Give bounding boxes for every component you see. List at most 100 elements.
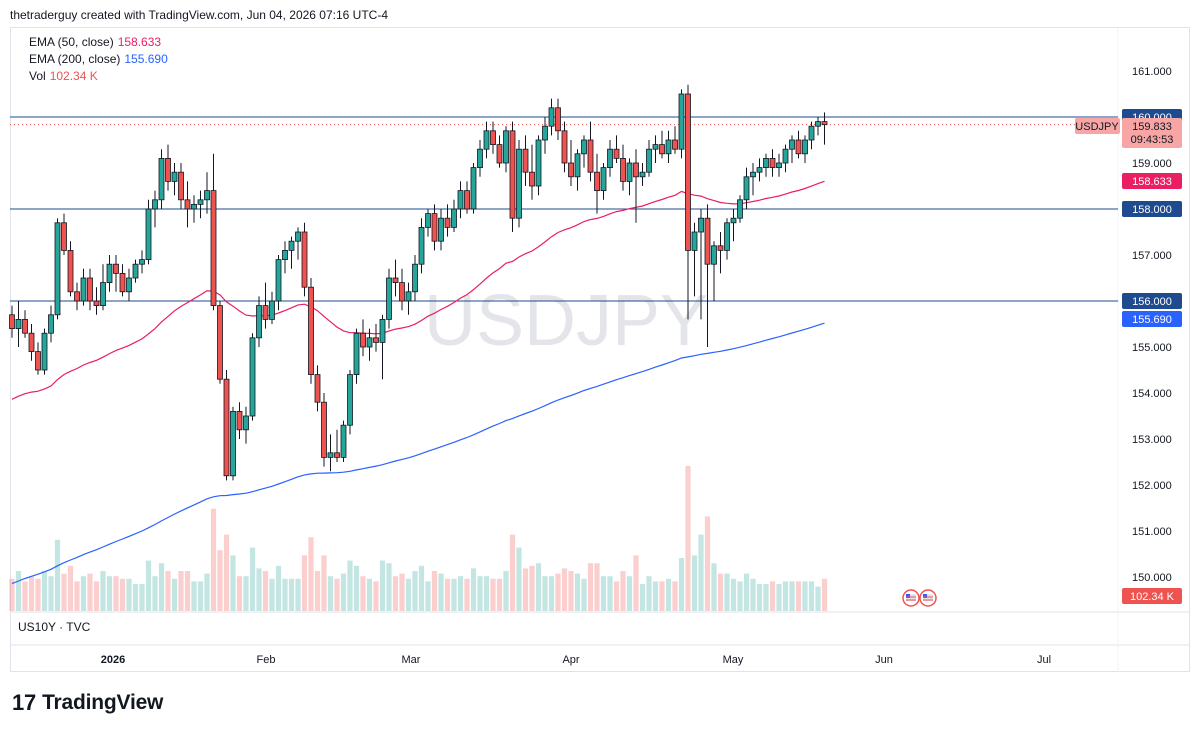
candle[interactable] bbox=[470, 163, 477, 214]
candle[interactable] bbox=[490, 121, 496, 154]
candle[interactable] bbox=[542, 117, 548, 154]
candle[interactable] bbox=[652, 135, 659, 163]
candle[interactable] bbox=[457, 181, 464, 219]
candle[interactable] bbox=[496, 135, 503, 168]
candle[interactable] bbox=[639, 163, 646, 186]
candle[interactable] bbox=[223, 370, 230, 481]
candle[interactable] bbox=[444, 204, 451, 237]
candle[interactable] bbox=[126, 268, 132, 301]
candle[interactable] bbox=[262, 282, 269, 329]
candle[interactable] bbox=[275, 255, 282, 311]
candle[interactable] bbox=[607, 140, 613, 177]
candle[interactable] bbox=[815, 117, 821, 136]
price-tag-ema50[interactable]: 158.633 bbox=[1132, 176, 1172, 188]
candle[interactable] bbox=[418, 218, 425, 274]
candle[interactable] bbox=[347, 370, 353, 435]
candle[interactable] bbox=[54, 218, 61, 320]
candle[interactable] bbox=[282, 241, 288, 274]
tradingview-logo[interactable]: 17 TradingView bbox=[12, 690, 163, 716]
candle[interactable] bbox=[776, 153, 782, 177]
candle[interactable] bbox=[425, 209, 431, 237]
legend-volume[interactable]: Vol 102.34 K bbox=[29, 68, 98, 85]
candle[interactable] bbox=[67, 241, 74, 297]
candle[interactable] bbox=[821, 112, 828, 145]
candle[interactable] bbox=[204, 172, 210, 214]
candle[interactable] bbox=[698, 209, 704, 320]
candle[interactable] bbox=[626, 158, 633, 196]
candle[interactable] bbox=[672, 126, 678, 154]
candle[interactable] bbox=[574, 149, 581, 191]
candle[interactable] bbox=[503, 126, 509, 173]
candle[interactable] bbox=[35, 342, 41, 375]
candle[interactable] bbox=[659, 130, 665, 159]
candle[interactable] bbox=[633, 149, 639, 223]
candle[interactable] bbox=[555, 98, 561, 140]
candle[interactable] bbox=[158, 149, 165, 209]
candle[interactable] bbox=[269, 291, 275, 324]
candle[interactable] bbox=[230, 406, 236, 481]
ema200-line[interactable] bbox=[11, 322, 825, 585]
candle[interactable] bbox=[756, 158, 763, 182]
candle[interactable] bbox=[119, 264, 126, 297]
candle[interactable] bbox=[399, 268, 405, 311]
candle[interactable] bbox=[217, 301, 223, 384]
candle[interactable] bbox=[613, 135, 620, 163]
candle[interactable] bbox=[789, 135, 795, 163]
candle[interactable] bbox=[191, 195, 197, 223]
candle[interactable] bbox=[620, 144, 626, 191]
candle[interactable] bbox=[373, 324, 379, 352]
candle[interactable] bbox=[210, 153, 217, 311]
candle[interactable] bbox=[405, 282, 412, 315]
candle[interactable] bbox=[360, 319, 366, 357]
candle[interactable] bbox=[197, 190, 204, 219]
candle[interactable] bbox=[522, 135, 529, 186]
last-price-tag[interactable]: 159.833 bbox=[1132, 121, 1172, 133]
candle[interactable] bbox=[15, 301, 22, 347]
candle[interactable] bbox=[295, 227, 301, 260]
candle[interactable] bbox=[464, 181, 470, 214]
candle[interactable] bbox=[750, 163, 756, 196]
candle[interactable] bbox=[769, 149, 776, 177]
candle[interactable] bbox=[386, 268, 392, 329]
candle[interactable] bbox=[321, 393, 327, 467]
candle[interactable] bbox=[730, 209, 737, 242]
candle[interactable] bbox=[74, 282, 80, 311]
chart-panel[interactable]: EMA (50, close) 158.633 EMA (200, close) 1… bbox=[10, 27, 1190, 672]
symbol-tag[interactable]: USDJPY bbox=[1075, 121, 1119, 133]
candle[interactable] bbox=[152, 190, 158, 228]
candle[interactable] bbox=[22, 310, 28, 338]
candle[interactable] bbox=[717, 232, 724, 274]
candle[interactable] bbox=[782, 144, 789, 173]
candle[interactable] bbox=[249, 333, 256, 421]
candle[interactable] bbox=[366, 328, 373, 361]
candle[interactable] bbox=[678, 89, 685, 159]
candle[interactable] bbox=[288, 236, 295, 269]
economic-event-flag-icon[interactable] bbox=[902, 589, 920, 607]
candle[interactable] bbox=[535, 135, 542, 196]
legend-ema50[interactable]: EMA (50, close) 158.633 bbox=[29, 34, 161, 51]
candle[interactable] bbox=[256, 296, 262, 347]
candle[interactable] bbox=[581, 135, 587, 168]
candle[interactable] bbox=[600, 163, 607, 200]
price-tag-ema200[interactable]: 155.690 bbox=[1132, 314, 1172, 326]
candle[interactable] bbox=[704, 204, 711, 347]
candle[interactable] bbox=[685, 84, 691, 320]
candle[interactable] bbox=[431, 204, 438, 251]
candle[interactable] bbox=[93, 287, 100, 315]
candle[interactable] bbox=[87, 268, 93, 311]
candle[interactable] bbox=[451, 199, 457, 232]
candle[interactable] bbox=[724, 218, 730, 260]
candle[interactable] bbox=[308, 278, 314, 384]
candle[interactable] bbox=[314, 365, 321, 412]
candle[interactable] bbox=[483, 121, 490, 159]
candle[interactable] bbox=[594, 153, 600, 214]
candle[interactable] bbox=[795, 130, 802, 159]
candle[interactable] bbox=[665, 130, 672, 163]
candle[interactable] bbox=[48, 305, 54, 343]
candle[interactable] bbox=[392, 259, 399, 297]
economic-event-flag-icon[interactable] bbox=[919, 589, 937, 607]
candle[interactable] bbox=[587, 121, 594, 182]
candle[interactable] bbox=[171, 163, 178, 196]
volume-tag[interactable]: 102.34 K bbox=[1130, 591, 1175, 603]
